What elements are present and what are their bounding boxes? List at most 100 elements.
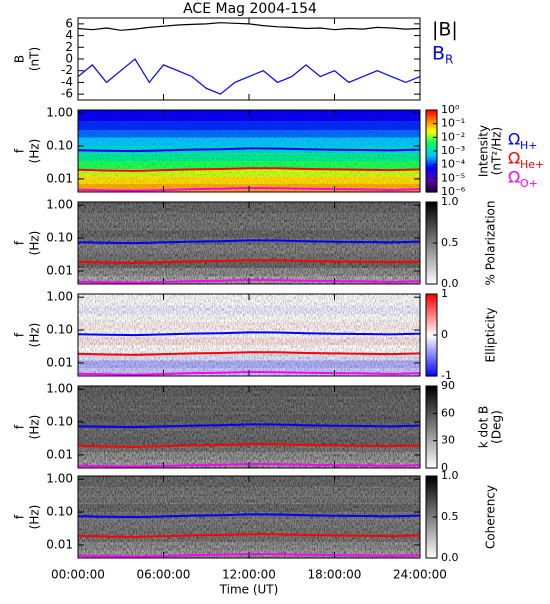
colorbar-swatch (426, 421, 437, 424)
series-line (78, 167, 420, 172)
colorbar-swatch (426, 155, 437, 158)
colorbar-swatch (426, 206, 437, 209)
series-line (78, 239, 420, 245)
colorbar-swatch (426, 369, 437, 372)
y-tick-label: 4 (65, 28, 73, 42)
colorbar-swatch (426, 401, 437, 403)
colorbar-tick-label: 10⁻² (441, 130, 465, 143)
colorbar-swatch (426, 555, 437, 558)
colorbar-swatch (426, 388, 437, 391)
colorbar-swatch (426, 127, 437, 130)
colorbar-swatch (426, 175, 437, 178)
colorbar-swatch (426, 275, 437, 278)
colorbar-swatch (426, 245, 437, 248)
legend-subscript: O+ (520, 177, 538, 190)
y-axis-label: (Hz) (28, 323, 42, 348)
colorbar-swatch (426, 507, 437, 510)
colorbar-swatch (426, 146, 437, 149)
colorbar-swatch (426, 439, 437, 442)
colorbar-swatch (426, 215, 437, 218)
colorbar-swatch (426, 424, 437, 427)
colorbar-swatch (426, 396, 437, 399)
colorbar-swatch (426, 355, 437, 358)
colorbar-swatch (426, 138, 437, 141)
colorbar-swatch (426, 298, 437, 301)
colorbar-swatch (426, 504, 437, 507)
colorbar-swatch (426, 167, 437, 170)
colorbar-swatch (426, 170, 437, 173)
colorbar-swatch (426, 303, 437, 306)
colorbar-swatch (426, 508, 437, 511)
x-axis-label: Time (UT) (219, 583, 279, 597)
y-axis-label: (Hz) (28, 139, 42, 164)
colorbar-swatch (426, 390, 437, 393)
colorbar-swatch (426, 214, 437, 217)
colorbar-swatch (426, 450, 437, 453)
colorbar-swatch (426, 545, 437, 548)
series-line (78, 58, 420, 95)
y-axis-label: (nT) (28, 47, 42, 71)
colorbar-swatch (426, 392, 437, 395)
colorbar-swatch (426, 131, 437, 134)
colorbar-swatch (426, 387, 437, 390)
colorbar-swatch (426, 532, 437, 534)
colorbar-label: % Polarization (484, 201, 498, 286)
colorbar-swatch (426, 458, 437, 461)
colorbar-swatch (426, 511, 437, 514)
colorbar-swatch (426, 356, 437, 359)
colorbar-tick-label: 10⁻⁵ (441, 171, 465, 184)
colorbar-swatch (426, 519, 437, 522)
y-tick-label: 1.00 (46, 198, 73, 212)
colorbar-tick-label: 0 (441, 461, 448, 474)
colorbar-swatch (426, 156, 437, 159)
series-line (78, 147, 420, 153)
legend-label: |B| (432, 19, 458, 41)
colorbar-frame (425, 385, 438, 469)
colorbar-swatch (426, 442, 437, 444)
colorbar-tick-label: -1 (441, 369, 452, 382)
y-tick-label: 1.00 (46, 472, 73, 486)
colorbar-label: Ellipticity (484, 308, 498, 363)
colorbar-swatch (426, 527, 437, 530)
colorbar-swatch (426, 317, 437, 320)
colorbar-swatch (426, 260, 437, 263)
colorbar-swatch (426, 236, 437, 239)
colorbar-label: Coherency (484, 485, 498, 549)
legend-subscript: He+ (520, 158, 544, 171)
colorbar-swatch (426, 262, 437, 265)
colorbar-swatch (426, 227, 437, 230)
colorbar-swatch (426, 409, 437, 412)
colorbar-swatch (426, 137, 437, 140)
panel: 1.00 0.10 0.01 f (Hz) 0.0 0.5 1.0 % Polarization (13, 195, 498, 290)
colorbar-swatch (426, 211, 437, 214)
colorbar-swatch (426, 142, 437, 145)
y-tick-label: 0.10 (46, 323, 73, 337)
y-tick-label: 1.00 (46, 106, 73, 120)
colorbar-swatch (426, 174, 437, 177)
colorbar-swatch (426, 418, 437, 421)
colorbar-swatch (426, 497, 437, 500)
colorbar-swatch (426, 373, 437, 376)
x-tick-label: 06:00:00 (137, 568, 191, 582)
colorbar-swatch (426, 218, 437, 221)
colorbar-swatch (426, 221, 437, 224)
colorbar-swatch (426, 514, 437, 517)
colorbar-swatch (426, 515, 437, 518)
y-axis-label: f (13, 514, 27, 519)
colorbar-swatch (426, 279, 437, 282)
colorbar-label: Intensity (477, 125, 491, 177)
colorbar-swatch (426, 226, 437, 229)
colorbar-swatch (426, 399, 437, 402)
colorbar-swatch (426, 551, 437, 554)
y-axis-label: f (13, 240, 27, 245)
colorbar-swatch (426, 187, 437, 190)
colorbar-swatch (426, 122, 437, 125)
colorbar-swatch (426, 222, 437, 225)
colorbar-swatch (426, 420, 437, 423)
colorbar-swatch (426, 243, 437, 245)
legend-label: Ω (508, 168, 520, 187)
colorbar-tick-label: 0 (441, 328, 448, 341)
colorbar-swatch (426, 299, 437, 302)
colorbar-swatch (426, 160, 437, 163)
